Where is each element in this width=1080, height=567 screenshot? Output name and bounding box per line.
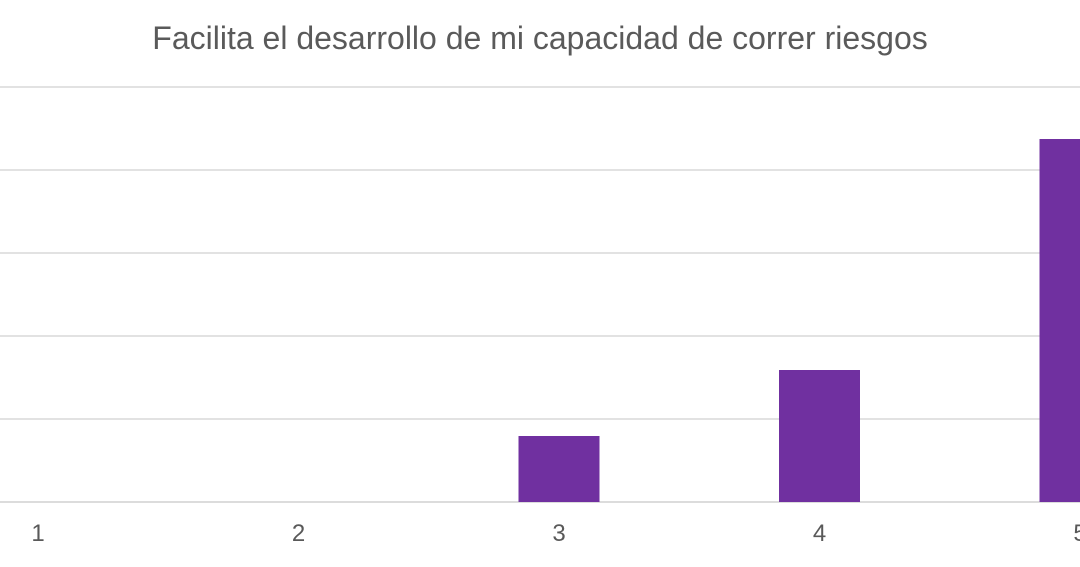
x-tick-label-2: 2 bbox=[292, 520, 305, 547]
x-tick-label-3: 3 bbox=[552, 520, 565, 547]
bar-3 bbox=[518, 436, 600, 502]
bar-5 bbox=[1039, 139, 1080, 502]
x-axis-tick-labels: 1 2 3 4 5 bbox=[31, 520, 1080, 547]
x-tick-label-5: 5 bbox=[1073, 520, 1080, 547]
x-tick-label-1: 1 bbox=[31, 520, 44, 547]
chart-title: Facilita el desarrollo de mi capacidad d… bbox=[152, 20, 928, 56]
bar-4 bbox=[779, 370, 860, 502]
x-tick-label-4: 4 bbox=[813, 520, 826, 547]
bars bbox=[518, 139, 1080, 502]
